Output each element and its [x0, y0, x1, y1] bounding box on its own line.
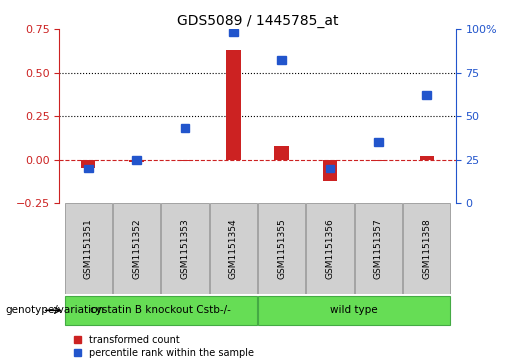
Text: cystatin B knockout Cstb-/-: cystatin B knockout Cstb-/-	[90, 305, 231, 315]
Bar	[129, 160, 144, 162]
Legend: transformed count, percentile rank within the sample: transformed count, percentile rank withi…	[74, 335, 254, 358]
Bar	[64, 295, 257, 325]
Bar	[274, 146, 289, 160]
Bar	[132, 156, 141, 164]
Bar	[306, 203, 354, 294]
Bar	[258, 295, 451, 325]
Text: wild type: wild type	[331, 305, 378, 315]
Bar	[422, 91, 431, 99]
Text: GSM1151354: GSM1151354	[229, 218, 238, 279]
Text: GSM1151356: GSM1151356	[325, 218, 335, 279]
Bar	[229, 29, 237, 36]
Text: GSM1151355: GSM1151355	[277, 218, 286, 279]
Bar	[178, 160, 192, 162]
Text: GSM1151357: GSM1151357	[374, 218, 383, 279]
Bar	[420, 156, 434, 160]
Bar	[161, 203, 209, 294]
Text: genotype/variation: genotype/variation	[5, 305, 104, 315]
Text: GSM1151353: GSM1151353	[180, 218, 190, 279]
Bar	[325, 164, 334, 172]
Bar	[374, 138, 383, 146]
Bar	[323, 160, 337, 181]
Title: GDS5089 / 1445785_at: GDS5089 / 1445785_at	[177, 14, 338, 28]
Bar	[371, 160, 386, 162]
Bar	[81, 160, 95, 168]
Bar	[226, 50, 241, 160]
Bar	[64, 203, 112, 294]
Bar	[210, 203, 257, 294]
Text: GSM1151352: GSM1151352	[132, 218, 141, 279]
Text: GSM1151351: GSM1151351	[84, 218, 93, 279]
Bar	[403, 203, 451, 294]
Bar	[277, 57, 286, 64]
Bar	[258, 203, 305, 294]
Bar	[355, 203, 402, 294]
Bar	[113, 203, 160, 294]
Text: GSM1151358: GSM1151358	[422, 218, 431, 279]
Bar	[181, 125, 190, 132]
Bar	[84, 164, 93, 172]
